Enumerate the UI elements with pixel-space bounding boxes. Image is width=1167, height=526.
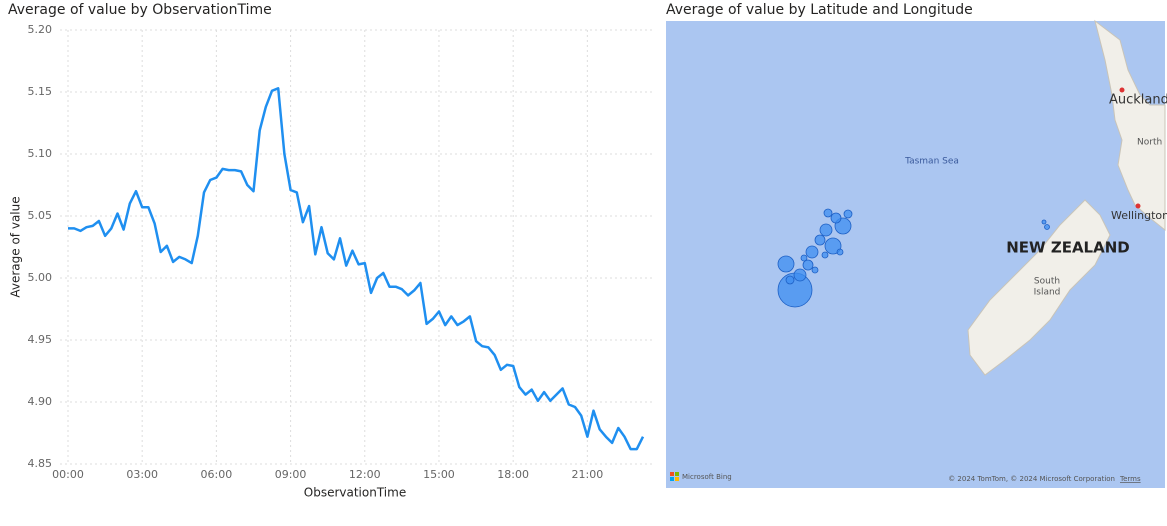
y-tick-label: 5.00 — [28, 271, 53, 284]
map-label: Auckland — [1109, 93, 1167, 108]
south-island — [967, 199, 1111, 376]
map-bubble — [802, 259, 814, 271]
map-bubble — [800, 254, 808, 262]
map-bubble — [824, 237, 842, 255]
x-tick-label: 00:00 — [52, 468, 84, 481]
y-tick-label: 5.20 — [28, 23, 53, 36]
north-island — [1094, 19, 1166, 232]
y-tick-label: 4.90 — [28, 395, 53, 408]
x-tick-label: 21:00 — [572, 468, 604, 481]
map-label: Wellington — [1111, 209, 1167, 222]
map-bubble — [1041, 219, 1047, 225]
logo-square — [670, 472, 674, 476]
map-terms[interactable]: Terms — [1119, 475, 1141, 483]
map-label: NEW ZEALAND — [1006, 239, 1129, 257]
map-bubbles — [777, 208, 1050, 308]
map-bubble — [819, 223, 833, 237]
map-label: South — [1034, 277, 1060, 287]
map-bubble — [814, 234, 826, 246]
y-tick-label: 5.05 — [28, 209, 53, 222]
y-tick-label: 4.95 — [28, 333, 53, 346]
map-bubble — [830, 212, 842, 224]
plot: 4.85 4.90 4.95 5.00 5.05 5.10 5.15 5.20 00:00 03:… — [28, 23, 652, 481]
map-bubble — [793, 268, 807, 282]
x-tick-label: 12:00 — [349, 468, 381, 481]
x-tick-label: 18:00 — [497, 468, 529, 481]
map-bubble — [843, 209, 853, 219]
x-tick-label: 06:00 — [201, 468, 233, 481]
map-label: Island — [1034, 288, 1061, 298]
x-axis-title: ObservationTime — [304, 486, 406, 500]
map-bubble — [1044, 224, 1050, 230]
y-axis-title: Average of value — [9, 196, 23, 297]
logo-square — [675, 477, 679, 481]
map-label: Tasman Sea — [904, 157, 959, 167]
map-bubble — [811, 266, 819, 274]
y-tick-label: 4.85 — [28, 457, 53, 470]
city-dot — [1119, 87, 1125, 93]
chart-title: Average of value by ObservationTime — [8, 2, 272, 18]
map-logo: Microsoft Bing — [682, 473, 732, 481]
logo-square — [670, 477, 674, 481]
map-bubble — [823, 208, 833, 218]
map-title: Average of value by Latitude and Longitu… — [666, 2, 973, 18]
city-dot — [1135, 203, 1141, 209]
x-tick-label: 15:00 — [423, 468, 455, 481]
map-bubble — [785, 275, 795, 285]
y-tick-label: 5.15 — [28, 85, 53, 98]
logo-square — [675, 472, 679, 476]
map-copyright: © 2024 TomTom, © 2024 Microsoft Corporat… — [948, 475, 1115, 483]
map-bubble — [805, 245, 819, 259]
map-bubble — [777, 255, 795, 273]
y-tick-label: 5.10 — [28, 147, 53, 160]
map[interactable]: Tasman Sea Auckland North Wellington NEW… — [666, 19, 1167, 488]
x-tick-label: 09:00 — [275, 468, 307, 481]
line — [68, 87, 645, 451]
x-tick-label: 03:00 — [126, 468, 158, 481]
map-bubble — [821, 251, 829, 259]
map-bubble — [836, 248, 844, 256]
map-label: North — [1137, 138, 1162, 148]
